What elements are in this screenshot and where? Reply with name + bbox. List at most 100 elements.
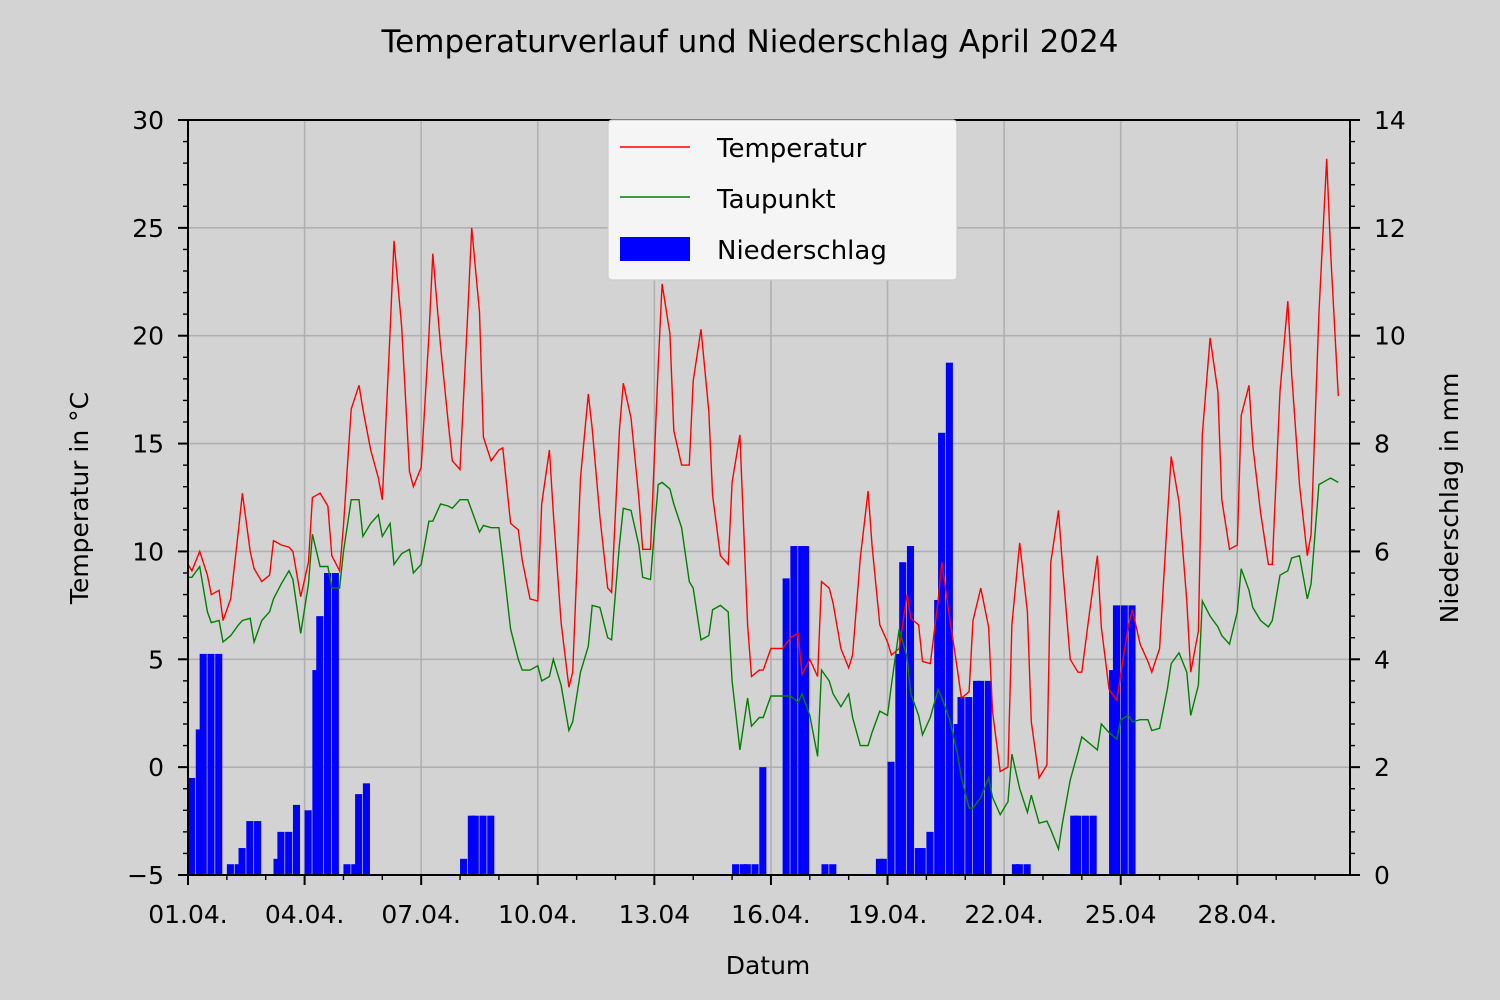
precipitation-bar [487,815,495,875]
precipitation-bar [234,864,242,875]
precipitation-bar [739,864,747,875]
precipitation-bar [879,858,887,875]
precipitation-bar [887,761,895,875]
right-tick-label: 4 [1374,645,1390,674]
precipitation-bar [460,858,468,875]
right-tick-label: 10 [1374,322,1406,351]
precipitation-bar [1081,815,1089,875]
left-tick-label: 20 [132,322,164,351]
left-tick-label: −5 [127,861,164,890]
precipitation-bar [1128,605,1136,875]
precipitation-bar [467,815,475,875]
left-tick-label: 5 [148,645,164,674]
precipitation-bar [914,848,922,875]
precipitation-bar [238,848,246,875]
precipitation-bar [906,546,915,875]
precipitation-bar [324,573,332,875]
precipitation-bar [1011,864,1019,875]
precipitation-bar [1074,815,1082,875]
precipitation-bar [1015,864,1023,875]
precipitation-bar [471,815,479,875]
precipitation-bar [246,821,254,875]
precipitation-bar [934,599,942,875]
legend-precipitation-swatch [620,237,690,261]
precipitation-bar [953,724,961,875]
precipitation-bar [1070,815,1078,875]
precipitation-bar [875,858,883,875]
precipitation-bar [316,616,324,875]
precipitation-bar [355,794,363,875]
x-tick-label: 07.04. [381,900,461,929]
right-tick-label: 8 [1374,430,1390,459]
precipitation-bar [802,546,810,875]
x-tick-label: 28.04. [1198,900,1278,929]
x-tick-label: 04.04. [265,900,345,929]
legend-precipitation-label: Niederschlag [717,236,887,266]
precipitation-bar [226,864,234,875]
precipitation-bar [343,864,351,875]
precipitation-bar [829,864,837,875]
precipitation-bar [479,815,487,875]
dewpoint-line [188,477,1339,852]
precipitation-bar [292,804,301,875]
x-tick-label: 16.04. [731,900,811,929]
x-tick-label: 25.04 [1085,900,1157,929]
x-tick-label: 13.04 [619,900,691,929]
precipitation-bar [965,697,973,875]
precipitation-bar [273,858,281,875]
left-axis-label: Temperatur in °C [65,392,94,605]
precipitation-bar [751,864,759,875]
x-axis-label: Datum [726,951,811,980]
precipitation-bar [957,697,965,875]
chart-title: Temperaturverlauf und Niederschlag April… [381,24,1119,60]
precipitation-bar [926,831,934,875]
precipitation-bar [1109,670,1117,875]
left-tick-label: 0 [148,753,164,782]
precipitation-bar [1120,605,1128,875]
right-tick-label: 2 [1374,753,1390,782]
precipitation-bar [895,653,903,875]
x-axis-ticks: 01.04. 04.04. 07.04. 10.04. 13.04 16.04. 19.04… [148,875,1316,929]
x-tick-label: 10.04. [498,900,578,929]
precipitation-bar [277,831,285,875]
precipitation-bar [331,573,339,875]
legend-dewpoint-label: Taupunkt [716,185,836,215]
x-tick-label: 19.04. [848,900,928,929]
precipitation-bar [1112,605,1121,875]
precipitation-bar [976,680,984,875]
left-tick-label: 30 [132,106,164,135]
precipitation-bar [732,864,740,875]
precipitation-bar [362,783,370,875]
right-axis-label: Niederschlag in mm [1435,373,1464,624]
precipitation-bar [938,432,946,875]
precipitation-bar [899,562,907,875]
left-tick-label: 25 [132,214,164,243]
precipitation-bar [215,653,223,875]
right-tick-label: 12 [1374,214,1406,243]
legend-temperature-label: Temperatur [716,134,867,164]
right-tick-label: 6 [1374,537,1390,566]
precipitation-bar [743,864,751,875]
precipitation-bars [188,362,1136,875]
right-axis-ticks: 0 2 4 6 8 10 12 14 [1350,106,1406,890]
temperature-line [187,158,1339,780]
x-tick-label: 22.04. [964,900,1044,929]
precipitation-bar [188,777,196,875]
left-tick-label: 10 [132,537,164,566]
precipitation-bar [312,670,320,875]
precipitation-bar [195,729,203,875]
precipitation-bar [199,653,207,875]
legend-box [607,119,958,281]
precipitation-bar [1089,815,1097,875]
precipitation-bar [207,653,215,875]
precipitation-bar [798,546,806,875]
precipitation-bar [285,831,293,875]
right-tick-label: 14 [1374,106,1406,135]
precipitation-bar [1023,864,1031,875]
precipitation-bar [782,578,790,875]
precipitation-bar [918,848,926,875]
right-tick-label: 0 [1374,861,1390,890]
precipitation-bar [351,864,359,875]
precipitation-bar [821,864,829,875]
